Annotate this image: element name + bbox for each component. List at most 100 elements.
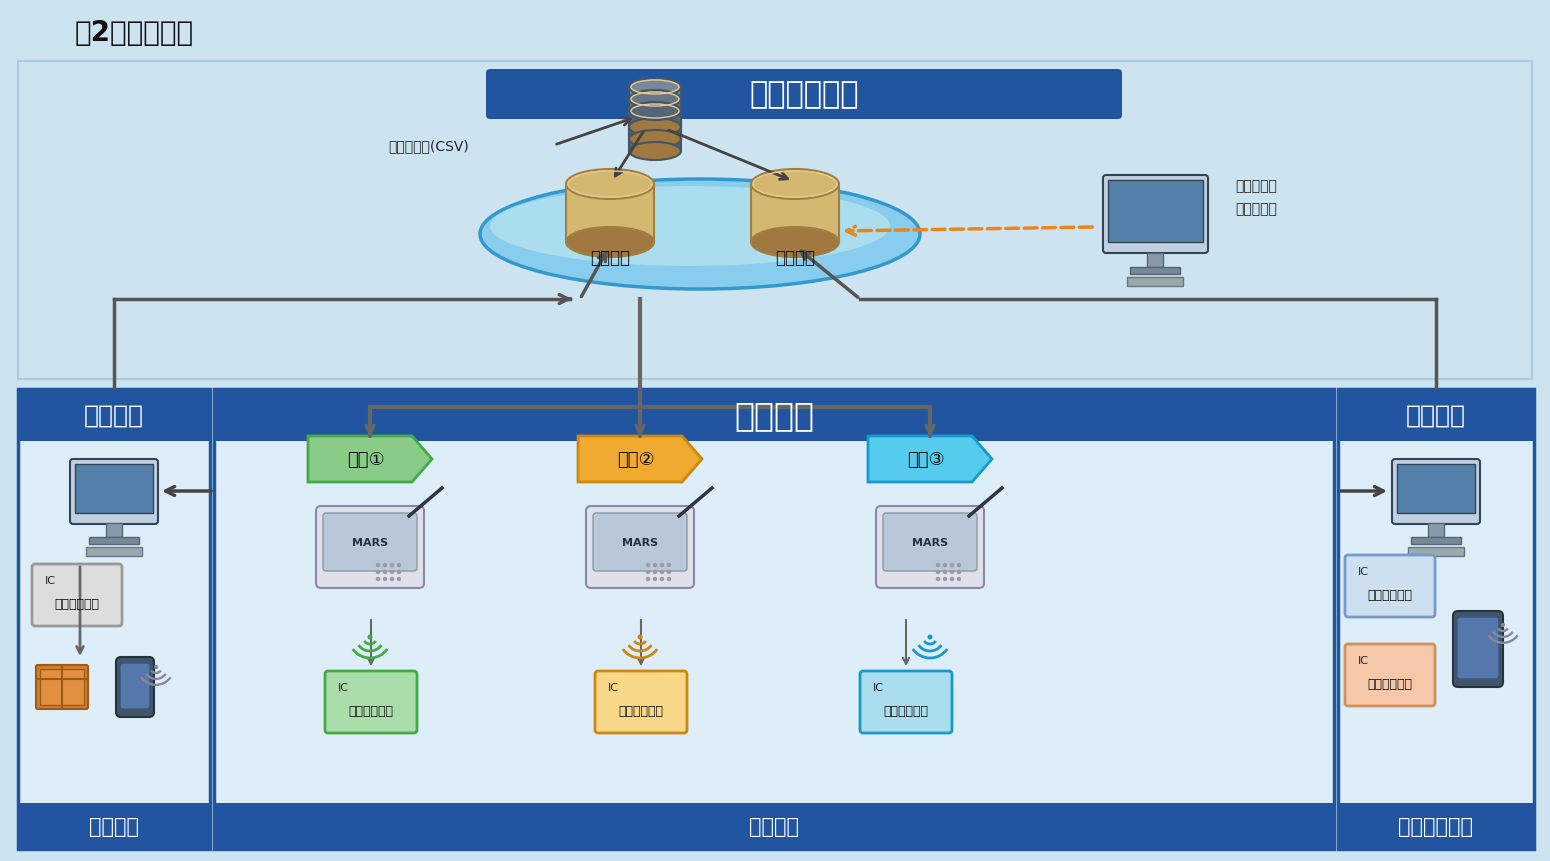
Bar (629, 100, 680, 139)
Text: 図2　活用事例: 図2 活用事例 (74, 19, 194, 47)
FancyBboxPatch shape (594, 513, 687, 572)
FancyBboxPatch shape (595, 672, 687, 734)
Circle shape (936, 577, 941, 581)
Circle shape (1500, 623, 1505, 628)
Bar (1338, 389, 1534, 849)
FancyBboxPatch shape (876, 506, 984, 588)
Ellipse shape (629, 119, 680, 137)
FancyBboxPatch shape (1345, 555, 1435, 617)
FancyBboxPatch shape (316, 506, 425, 588)
Bar (1428, 523, 1445, 537)
Bar (19, 389, 209, 442)
Circle shape (397, 577, 401, 581)
Bar (85, 548, 143, 556)
Ellipse shape (629, 143, 680, 161)
Ellipse shape (752, 170, 839, 200)
Circle shape (950, 563, 955, 567)
Circle shape (666, 563, 671, 567)
Ellipse shape (490, 187, 890, 267)
Circle shape (646, 577, 649, 581)
Bar (105, 523, 122, 537)
Circle shape (646, 563, 649, 567)
Circle shape (383, 570, 388, 574)
Text: IC: IC (338, 682, 349, 692)
Circle shape (927, 635, 933, 640)
FancyBboxPatch shape (70, 460, 158, 524)
FancyBboxPatch shape (322, 513, 417, 572)
Circle shape (653, 570, 657, 574)
Polygon shape (578, 437, 702, 482)
Bar (752, 185, 839, 243)
Polygon shape (868, 437, 992, 482)
Text: 仕掛かんばん: 仕掛かんばん (1367, 589, 1412, 602)
FancyBboxPatch shape (1345, 644, 1435, 706)
FancyBboxPatch shape (1392, 460, 1480, 524)
Text: 部品かんばん: 部品かんばん (54, 598, 99, 610)
Bar (1127, 278, 1183, 287)
Text: 作業現場: 作業現場 (735, 399, 814, 432)
Circle shape (389, 577, 394, 581)
Circle shape (383, 563, 388, 567)
Circle shape (936, 570, 941, 574)
Circle shape (660, 570, 665, 574)
FancyBboxPatch shape (33, 564, 122, 626)
Bar (629, 112, 680, 152)
Text: 入庫処理: 入庫処理 (84, 404, 144, 428)
Circle shape (653, 577, 657, 581)
Bar (19, 803, 209, 849)
Bar (214, 389, 1335, 849)
Bar (19, 62, 1531, 380)
FancyBboxPatch shape (883, 513, 976, 572)
FancyBboxPatch shape (1452, 611, 1504, 687)
Text: 入庫検品: 入庫検品 (88, 816, 140, 836)
Circle shape (637, 635, 643, 640)
FancyBboxPatch shape (1104, 176, 1207, 254)
Text: 実績収集: 実績収集 (749, 816, 798, 836)
Circle shape (660, 563, 665, 567)
Text: 工程③: 工程③ (907, 450, 946, 468)
Text: IC: IC (1358, 655, 1369, 666)
FancyBboxPatch shape (1457, 617, 1499, 679)
Bar (19, 389, 209, 849)
FancyBboxPatch shape (36, 666, 88, 709)
Circle shape (383, 577, 388, 581)
Circle shape (397, 570, 401, 574)
FancyBboxPatch shape (586, 506, 694, 588)
Bar (1338, 803, 1534, 849)
Bar (1130, 268, 1180, 275)
Circle shape (375, 563, 380, 567)
Circle shape (646, 570, 649, 574)
Bar (214, 389, 1335, 442)
FancyBboxPatch shape (487, 70, 1122, 120)
FancyBboxPatch shape (326, 672, 417, 734)
Text: ・工程監視
・実績確認: ・工程監視 ・実績確認 (1235, 179, 1277, 216)
Text: 誤品チェック: 誤品チェック (1398, 816, 1474, 836)
Text: IC: IC (608, 682, 618, 692)
Bar (1147, 254, 1162, 268)
Ellipse shape (752, 228, 839, 257)
Circle shape (956, 563, 961, 567)
Circle shape (666, 577, 671, 581)
Circle shape (653, 563, 657, 567)
Bar (214, 803, 1335, 849)
Bar (1338, 389, 1534, 442)
Circle shape (389, 563, 394, 567)
Circle shape (375, 570, 380, 574)
Text: 仕掛かんばん: 仕掛かんばん (349, 704, 394, 718)
Bar (74, 464, 153, 513)
Circle shape (950, 577, 955, 581)
Circle shape (153, 665, 158, 669)
Text: 出荷実績: 出荷実績 (775, 249, 815, 267)
Text: 工程①: 工程① (347, 450, 384, 468)
Ellipse shape (629, 91, 680, 108)
FancyBboxPatch shape (116, 657, 153, 717)
Bar (1397, 464, 1476, 513)
Ellipse shape (629, 131, 680, 149)
Bar (88, 537, 140, 544)
Text: 仕掛かんばん: 仕掛かんばん (618, 704, 663, 718)
Text: MARS: MARS (352, 537, 388, 548)
Text: IC: IC (1358, 567, 1369, 576)
Circle shape (367, 635, 372, 640)
Text: 工程②: 工程② (617, 450, 654, 468)
Circle shape (397, 563, 401, 567)
